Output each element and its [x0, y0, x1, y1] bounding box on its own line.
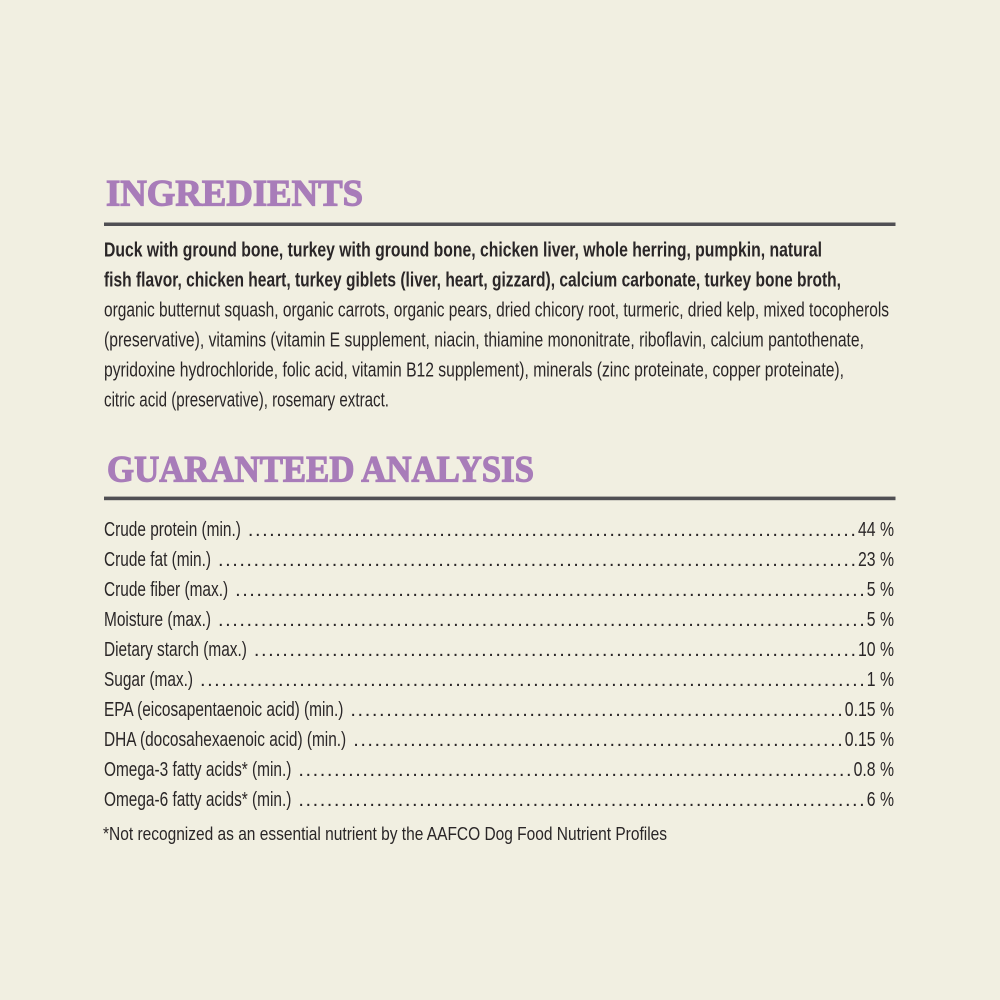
- svg-text:*Not recognized as an essentia: *Not recognized as an essential nutrient…: [103, 824, 667, 844]
- svg-text:GUARANTEED ANALYSIS: GUARANTEED ANALYSIS: [107, 449, 534, 490]
- svg-text:..............................: ........................................…: [353, 729, 843, 751]
- svg-text:Crude protein (min.): Crude protein (min.): [104, 519, 241, 541]
- svg-text:44 %: 44 %: [858, 519, 894, 541]
- svg-text:organic butternut squash, orga: organic butternut squash, organic carrot…: [104, 300, 889, 322]
- svg-text:..............................: ........................................…: [298, 759, 851, 781]
- svg-text:Crude fat (min.): Crude fat (min.): [104, 549, 211, 571]
- svg-text:23 %: 23 %: [858, 549, 894, 571]
- svg-text:pyridoxine hydrochloride, foli: pyridoxine hydrochloride, folic acid, vi…: [104, 360, 844, 382]
- svg-text:..............................: ........................................…: [254, 639, 856, 661]
- svg-text:..............................: ........................................…: [218, 609, 865, 631]
- svg-text:..............................: ........................................…: [248, 519, 856, 541]
- svg-text:0.15 %: 0.15 %: [845, 729, 894, 751]
- svg-text:Omega-6 fatty acids* (min.): Omega-6 fatty acids* (min.): [104, 789, 291, 811]
- svg-text:..............................: ........................................…: [350, 699, 842, 721]
- svg-text:Sugar (max.): Sugar (max.): [104, 669, 193, 691]
- svg-text:Crude fiber (max.): Crude fiber (max.): [104, 579, 228, 601]
- svg-text:1 %: 1 %: [867, 669, 894, 691]
- svg-text:EPA (eicosapentaenoic acid) (m: EPA (eicosapentaenoic acid) (min.): [104, 699, 343, 721]
- svg-text:(preservative), vitamins (vita: (preservative), vitamins (vitamin E supp…: [104, 330, 864, 352]
- svg-text:fish flavor, chicken heart, tu: fish flavor, chicken heart, turkey gible…: [104, 270, 841, 292]
- svg-text:INGREDIENTS: INGREDIENTS: [106, 173, 363, 214]
- svg-text:citric acid (preservative), ro: citric acid (preservative), rosemary ext…: [104, 390, 389, 412]
- svg-text:5 %: 5 %: [867, 579, 894, 601]
- svg-text:..............................: ........................................…: [218, 549, 856, 571]
- svg-text:Omega-3 fatty acids* (min.): Omega-3 fatty acids* (min.): [104, 759, 291, 781]
- svg-text:Dietary starch (max.): Dietary starch (max.): [104, 639, 247, 661]
- svg-text:..............................: ........................................…: [235, 579, 865, 601]
- svg-text:Duck with ground bone, turkey: Duck with ground bone, turkey with groun…: [104, 240, 822, 262]
- svg-text:6 %: 6 %: [867, 789, 894, 811]
- svg-text:Moisture (max.): Moisture (max.): [104, 609, 211, 631]
- svg-text:0.8 %: 0.8 %: [854, 759, 895, 781]
- svg-text:5 %: 5 %: [867, 609, 894, 631]
- svg-text:0.15 %: 0.15 %: [845, 699, 894, 721]
- svg-text:10 %: 10 %: [858, 639, 894, 661]
- svg-text:..............................: ........................................…: [200, 669, 865, 691]
- svg-text:DHA (docosahexaenoic acid) (mi: DHA (docosahexaenoic acid) (min.): [104, 729, 346, 751]
